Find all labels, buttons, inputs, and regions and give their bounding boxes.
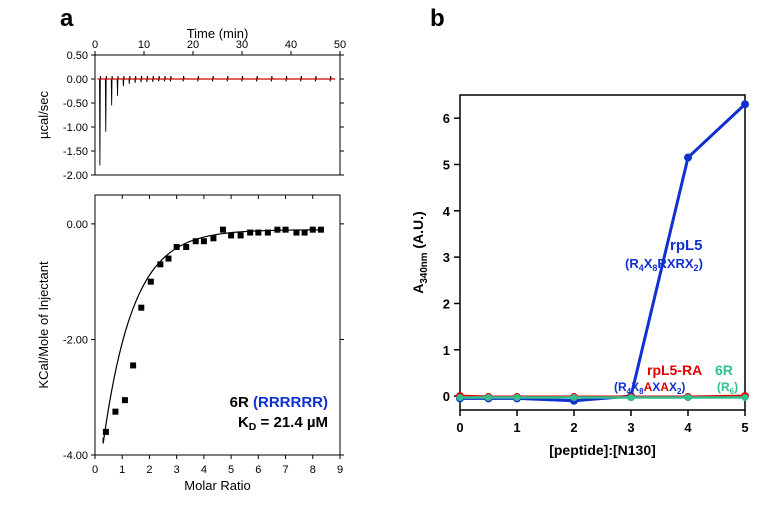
svg-text:0: 0: [92, 39, 98, 51]
svg-text:-0.50: -0.50: [63, 98, 88, 110]
svg-text:4: 4: [201, 464, 207, 476]
svg-text:-1.00: -1.00: [63, 122, 88, 134]
svg-text:20: 20: [187, 39, 199, 51]
svg-text:KD = 21.4 µM: KD = 21.4 µM: [238, 414, 328, 433]
svg-text:3: 3: [443, 250, 450, 265]
panel-a-charts: Time (min)01020304050µcal/sec-2.00-1.50-…: [30, 20, 360, 500]
svg-text:5: 5: [228, 464, 234, 476]
svg-text:0: 0: [456, 420, 463, 435]
svg-text:-2.00: -2.00: [63, 334, 88, 346]
svg-text:0: 0: [443, 389, 450, 404]
svg-text:2: 2: [570, 420, 577, 435]
svg-text:30: 30: [236, 39, 248, 51]
svg-text:1: 1: [119, 464, 125, 476]
svg-text:6: 6: [255, 464, 261, 476]
svg-text:4: 4: [443, 204, 451, 219]
svg-text:7: 7: [282, 464, 288, 476]
svg-text:-4.00: -4.00: [63, 450, 88, 462]
panel-b-chart: 0 1 2 3 4 5 0 1 2 3 4 5 6 [peptide]:[N130] A340nm (A.U…: [405, 80, 765, 480]
svg-text:rpL5-RA: rpL5-RA: [647, 362, 702, 378]
svg-text:3: 3: [627, 420, 634, 435]
svg-text:5: 5: [443, 157, 450, 172]
svg-text:0.00: 0.00: [67, 74, 88, 86]
svg-text:6R: 6R: [715, 362, 733, 378]
svg-text:10: 10: [138, 39, 150, 51]
svg-text:0.50: 0.50: [67, 50, 88, 62]
svg-text:50: 50: [334, 39, 346, 51]
svg-text:40: 40: [285, 39, 297, 51]
svg-text:3: 3: [174, 464, 180, 476]
svg-text:8: 8: [310, 464, 316, 476]
svg-text:6R (RRRRRR): 6R (RRRRRR): [230, 394, 328, 411]
svg-text:KCal/Mole of Injectant: KCal/Mole of Injectant: [36, 261, 51, 389]
svg-text:1: 1: [443, 343, 450, 358]
svg-text:2: 2: [443, 296, 450, 311]
svg-text:1: 1: [513, 420, 520, 435]
svg-text:Molar Ratio: Molar Ratio: [184, 478, 250, 493]
svg-text:µcal/sec: µcal/sec: [36, 91, 51, 139]
panel-b-label: b: [430, 5, 445, 33]
svg-text:0.00: 0.00: [67, 219, 88, 231]
svg-text:rpL5: rpL5: [670, 237, 703, 254]
svg-text:A340nm (A.U.): A340nm (A.U.): [410, 211, 430, 293]
svg-text:(R6): (R6): [717, 380, 738, 396]
svg-text:5: 5: [741, 420, 748, 435]
svg-text:9: 9: [337, 464, 343, 476]
svg-text:0: 0: [92, 464, 98, 476]
svg-text:-1.50: -1.50: [63, 146, 88, 158]
svg-text:-2.00: -2.00: [63, 170, 88, 182]
svg-text:6: 6: [443, 111, 450, 126]
svg-text:2: 2: [146, 464, 152, 476]
svg-text:(R4X8AXAX2): (R4X8AXAX2): [614, 380, 685, 396]
svg-text:[peptide]:[N130]: [peptide]:[N130]: [549, 442, 656, 458]
svg-text:(R4X8RXRX2): (R4X8RXRX2): [625, 256, 703, 273]
svg-text:4: 4: [684, 420, 692, 435]
